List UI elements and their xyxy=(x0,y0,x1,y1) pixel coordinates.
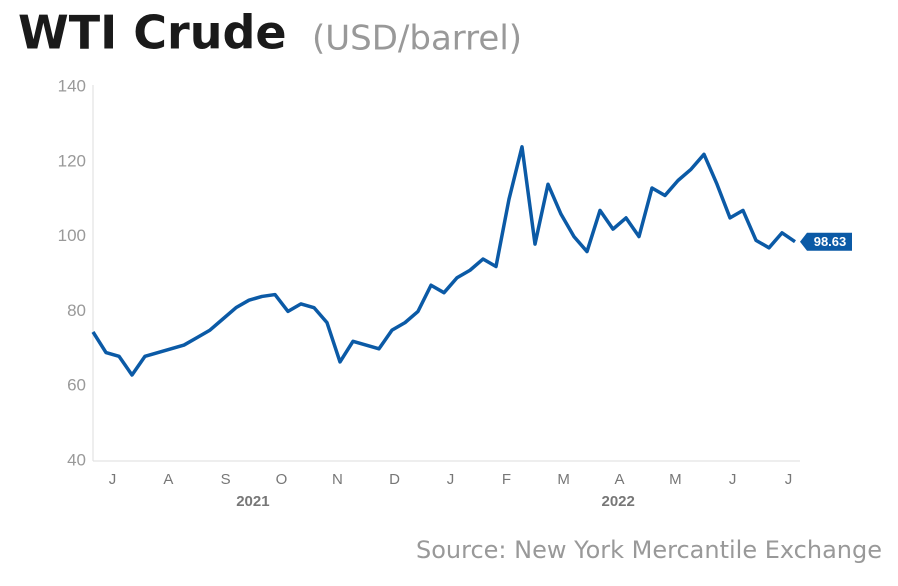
line xyxy=(91,145,796,377)
x-tick-label: M xyxy=(669,471,682,488)
x-tick-label: S xyxy=(221,471,231,488)
source: Source: New York Mercantile Exchange xyxy=(416,536,882,564)
x-tick-label: N xyxy=(332,471,343,488)
y-tick-label: 120 xyxy=(58,151,86,170)
end-label-box xyxy=(800,232,852,251)
y-tick-label: 100 xyxy=(58,226,86,245)
y-tick-label: 80 xyxy=(67,301,86,320)
x-tick-label: J xyxy=(785,471,793,488)
x-tick-label: O xyxy=(276,471,288,488)
y-tick-label: 60 xyxy=(67,376,86,395)
end-label: 98.63 xyxy=(814,234,847,249)
x-tick-label: D xyxy=(389,471,400,488)
x-tick-label: F xyxy=(502,471,511,488)
x-tick-label: M xyxy=(557,471,570,488)
x-tick-label: A xyxy=(614,471,624,488)
year-label: 2022 xyxy=(602,493,635,510)
x-tick-label: J xyxy=(729,471,737,488)
y-tick-label: 40 xyxy=(67,450,86,469)
chart-subtitle: (USD/barrel) xyxy=(312,19,522,59)
year-label: 2021 xyxy=(236,493,269,510)
y-tick-label: 140 xyxy=(58,76,86,95)
chart-title: WTI Crude xyxy=(18,6,287,60)
x-tick-label: J xyxy=(109,471,117,488)
x-tick-label: A xyxy=(163,471,173,488)
x-tick-label: J xyxy=(447,471,455,488)
